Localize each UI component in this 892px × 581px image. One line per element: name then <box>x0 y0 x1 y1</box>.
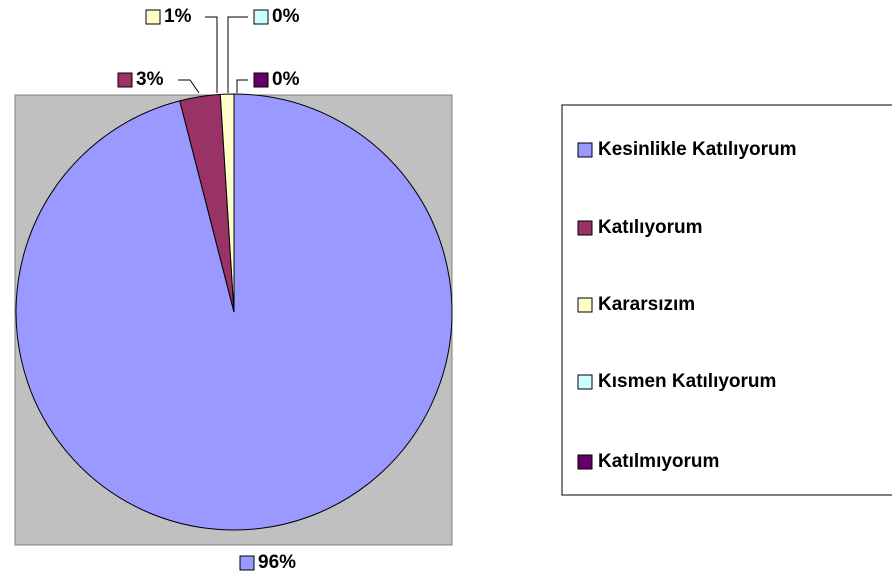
label-key <box>240 556 254 570</box>
data-label: 0% <box>272 69 300 90</box>
leader-line <box>237 80 248 93</box>
data-label: 1% <box>164 6 192 27</box>
legend-key <box>578 221 592 235</box>
legend-label: Katılıyorum <box>598 217 703 238</box>
legend-label: Kesinlikle Katılıyorum <box>598 139 797 160</box>
legend-label: Kararsızım <box>598 294 695 315</box>
label-key <box>146 10 160 24</box>
data-label: 3% <box>136 69 164 90</box>
legend-key <box>578 455 592 469</box>
label-key <box>254 73 268 87</box>
legend-key <box>578 375 592 389</box>
label-key <box>254 10 268 24</box>
leader-line <box>178 80 199 93</box>
label-key <box>118 73 132 87</box>
leader-line <box>228 17 248 93</box>
leader-line <box>205 17 217 93</box>
data-label: 96% <box>258 552 296 573</box>
page: 96% 3% 1% 0% 0% Kesinlikle Katılıyorum Katılıy… <box>0 0 892 581</box>
data-label: 0% <box>272 6 300 27</box>
legend-key <box>578 298 592 312</box>
legend-label: Katılmıyorum <box>598 451 719 472</box>
legend-key <box>578 143 592 157</box>
legend-label: Kısmen Katılıyorum <box>598 371 776 392</box>
chart: 96% 3% 1% 0% 0% Kesinlikle Katılıyorum Katılıy… <box>0 0 892 581</box>
